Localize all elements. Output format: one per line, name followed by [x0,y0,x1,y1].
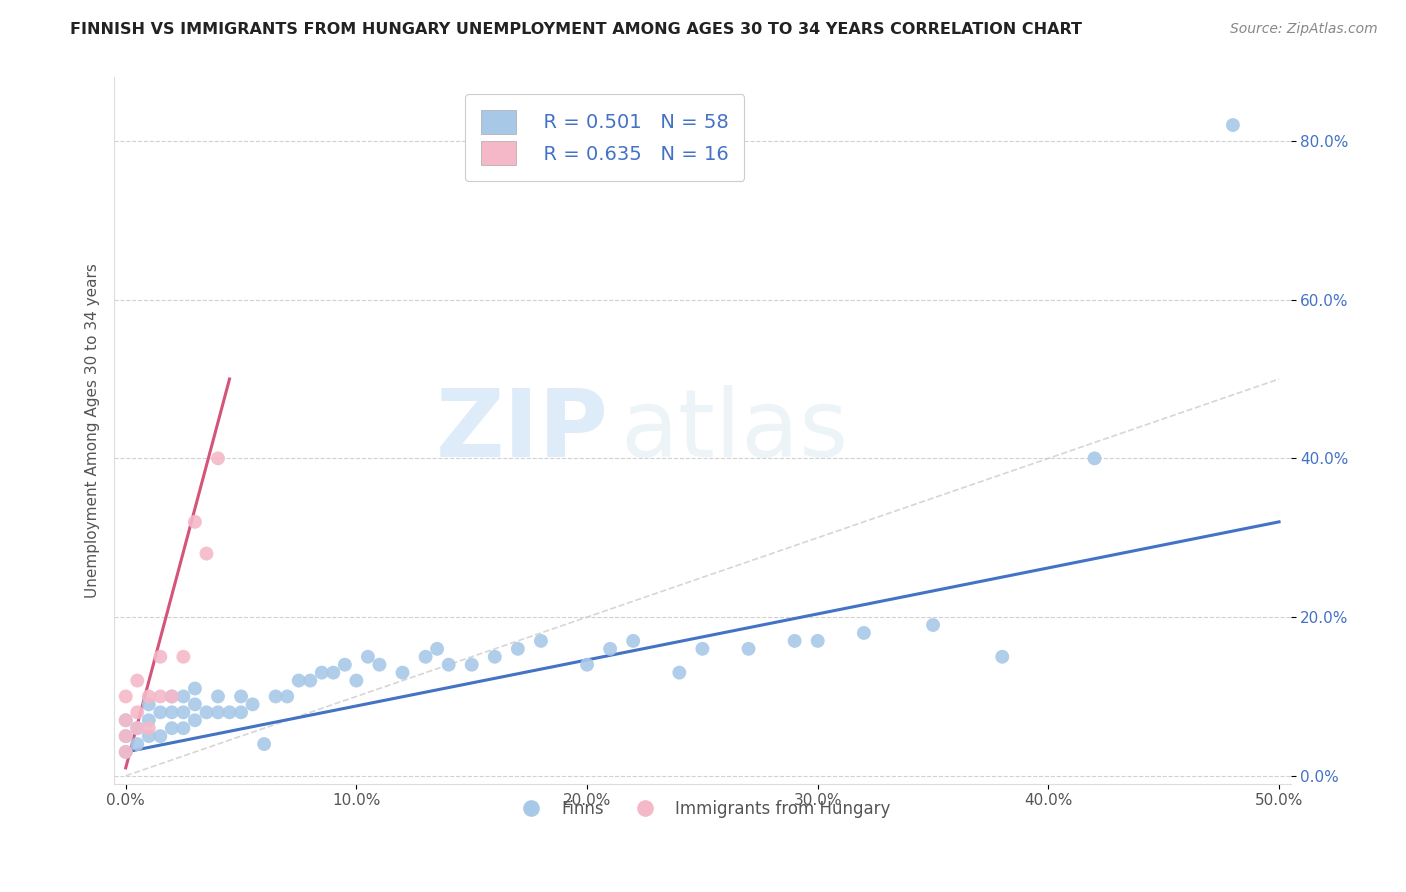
Point [530,633,553,648]
Point [160,721,183,735]
Point [576,657,599,672]
Point [160,690,183,704]
Point [484,649,506,664]
Point [1083,451,1105,466]
Point [160,690,183,704]
Point [276,690,298,704]
Point [149,649,172,664]
Point [114,713,136,727]
Point [172,706,194,720]
Point [737,641,759,656]
Point [149,729,172,743]
Text: FINNISH VS IMMIGRANTS FROM HUNGARY UNEMPLOYMENT AMONG AGES 30 TO 34 YEARS CORREL: FINNISH VS IMMIGRANTS FROM HUNGARY UNEMP… [70,22,1083,37]
Point [357,649,380,664]
Point [114,729,136,743]
Point [138,713,160,727]
Point [207,690,229,704]
Point [229,706,252,720]
Point [184,515,207,529]
Point [807,633,830,648]
Point [287,673,309,688]
Point [415,649,437,664]
Point [184,681,207,696]
Point [599,641,621,656]
Point [114,690,136,704]
Point [114,745,136,759]
Point [391,665,413,680]
Text: atlas: atlas [620,384,848,476]
Point [184,698,207,712]
Point [437,657,460,672]
Point [149,706,172,720]
Point [1222,118,1244,132]
Point [426,641,449,656]
Point [852,626,875,640]
Point [195,547,218,561]
Point [621,633,644,648]
Text: Source: ZipAtlas.com: Source: ZipAtlas.com [1230,22,1378,37]
Point [344,673,367,688]
Y-axis label: Unemployment Among Ages 30 to 34 years: Unemployment Among Ages 30 to 34 years [86,263,100,598]
Point [322,665,344,680]
Point [299,673,322,688]
Point [114,713,136,727]
Point [195,706,218,720]
Point [242,698,264,712]
Point [207,451,229,466]
Point [127,737,149,751]
Point [138,729,160,743]
Point [333,657,356,672]
Point [253,737,276,751]
Point [114,729,136,743]
Point [207,706,229,720]
Point [172,649,194,664]
Point [127,706,149,720]
Point [461,657,484,672]
Point [218,706,240,720]
Point [138,690,160,704]
Point [229,690,252,704]
Point [138,721,160,735]
Point [127,721,149,735]
Point [668,665,690,680]
Point [172,721,194,735]
Point [127,721,149,735]
Point [127,673,149,688]
Point [991,649,1014,664]
Point [149,690,172,704]
Point [160,706,183,720]
Point [506,641,529,656]
Point [922,618,945,632]
Point [368,657,391,672]
Point [172,690,194,704]
Text: ZIP: ZIP [436,384,609,476]
Point [692,641,714,656]
Point [264,690,287,704]
Point [184,713,207,727]
Point [311,665,333,680]
Point [138,698,160,712]
Point [114,745,136,759]
Point [783,633,806,648]
Legend: Finns, Immigrants from Hungary: Finns, Immigrants from Hungary [508,794,897,825]
